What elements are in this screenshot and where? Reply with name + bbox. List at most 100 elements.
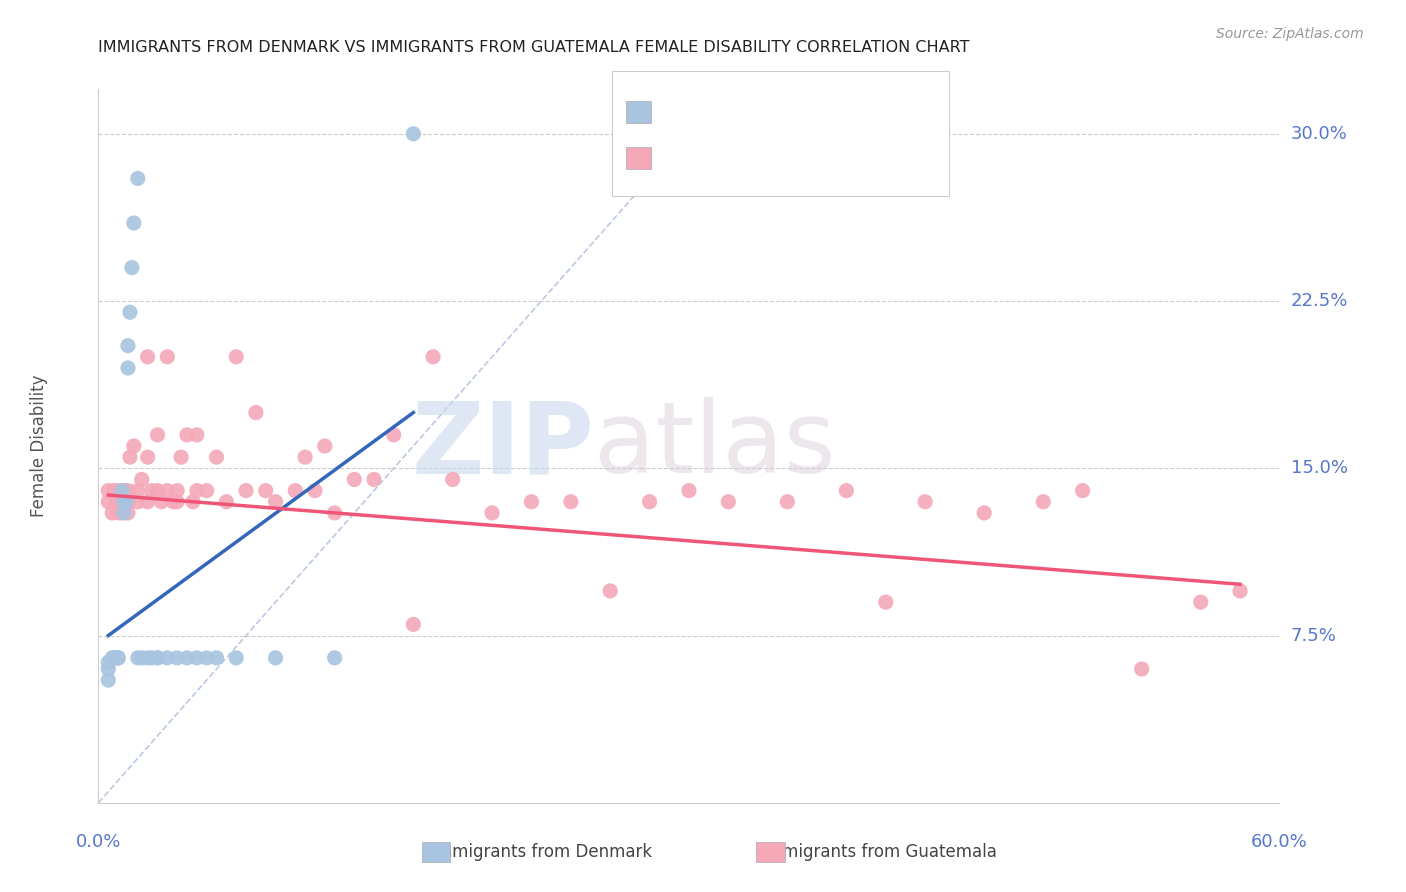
Point [122, 216, 145, 230]
Point [284, 483, 307, 498]
Point [245, 405, 267, 420]
Point [101, 651, 124, 665]
Point [166, 651, 188, 665]
Point [235, 483, 257, 498]
Point [254, 483, 277, 498]
Point [156, 651, 179, 665]
Point [195, 651, 218, 665]
Point [101, 506, 124, 520]
Point [1032, 494, 1054, 508]
Point [225, 651, 247, 665]
Point [186, 651, 208, 665]
Point [323, 506, 346, 520]
Point [97, 662, 120, 676]
Point [520, 494, 543, 508]
Point [717, 494, 740, 508]
Point [382, 427, 405, 442]
Point [186, 427, 208, 442]
Point [107, 506, 129, 520]
Point [314, 439, 336, 453]
Point [1189, 595, 1212, 609]
Text: atlas: atlas [595, 398, 837, 494]
Point [111, 506, 134, 520]
Point [835, 483, 858, 498]
Point [156, 483, 179, 498]
Point [402, 617, 425, 632]
Point [599, 583, 621, 598]
Text: Immigrants from Denmark: Immigrants from Denmark [430, 843, 652, 861]
Point [131, 651, 153, 665]
Point [105, 494, 128, 508]
Point [97, 673, 120, 687]
Point [111, 483, 134, 498]
Point [176, 427, 198, 442]
Point [112, 483, 135, 498]
Point [402, 127, 425, 141]
Text: 60.0%: 60.0% [1251, 833, 1308, 851]
Point [343, 473, 366, 487]
Point [107, 494, 129, 508]
Point [107, 651, 129, 665]
Point [103, 483, 125, 498]
Text: ZIP: ZIP [412, 398, 595, 494]
Point [176, 651, 198, 665]
Point [146, 483, 169, 498]
Point [195, 483, 218, 498]
Point [875, 595, 897, 609]
Point [205, 450, 228, 465]
Point [323, 651, 346, 665]
Point [141, 483, 163, 498]
Point [166, 494, 188, 508]
Point [264, 651, 287, 665]
Point [141, 651, 163, 665]
Point [186, 483, 208, 498]
Point [973, 506, 995, 520]
Point [118, 450, 141, 465]
Point [146, 651, 169, 665]
Point [1130, 662, 1153, 676]
Point [294, 450, 316, 465]
Point [115, 494, 138, 508]
Point [215, 494, 238, 508]
Point [166, 483, 188, 498]
Text: 22.5%: 22.5% [1291, 292, 1348, 310]
Point [122, 439, 145, 453]
Point [117, 483, 139, 498]
Point [363, 473, 385, 487]
Point [117, 360, 139, 375]
Text: 7.5%: 7.5% [1291, 626, 1337, 645]
Point [205, 651, 228, 665]
Point [112, 506, 135, 520]
Point [146, 427, 169, 442]
Text: R = -0.144   N = 71: R = -0.144 N = 71 [661, 147, 845, 167]
Text: Immigrants from Guatemala: Immigrants from Guatemala [761, 843, 997, 861]
Point [107, 651, 129, 665]
Point [560, 494, 582, 508]
Point [481, 506, 503, 520]
Point [441, 473, 464, 487]
Point [131, 473, 153, 487]
Text: Female Disability: Female Disability [31, 375, 48, 517]
Point [112, 494, 135, 508]
Point [776, 494, 799, 508]
Point [1229, 583, 1251, 598]
Point [127, 171, 149, 186]
Point [146, 651, 169, 665]
Point [117, 506, 139, 520]
Point [914, 494, 936, 508]
Point [127, 651, 149, 665]
Point [150, 494, 173, 508]
Point [156, 350, 179, 364]
Point [136, 450, 159, 465]
Point [1071, 483, 1094, 498]
Point [136, 494, 159, 508]
Text: 0.0%: 0.0% [76, 833, 121, 851]
Point [105, 651, 128, 665]
Point [181, 494, 204, 508]
Text: R =  0.264   N = 35: R = 0.264 N = 35 [661, 101, 845, 120]
Point [678, 483, 700, 498]
Point [117, 494, 139, 508]
Point [103, 651, 125, 665]
Point [97, 494, 120, 508]
Point [97, 483, 120, 498]
